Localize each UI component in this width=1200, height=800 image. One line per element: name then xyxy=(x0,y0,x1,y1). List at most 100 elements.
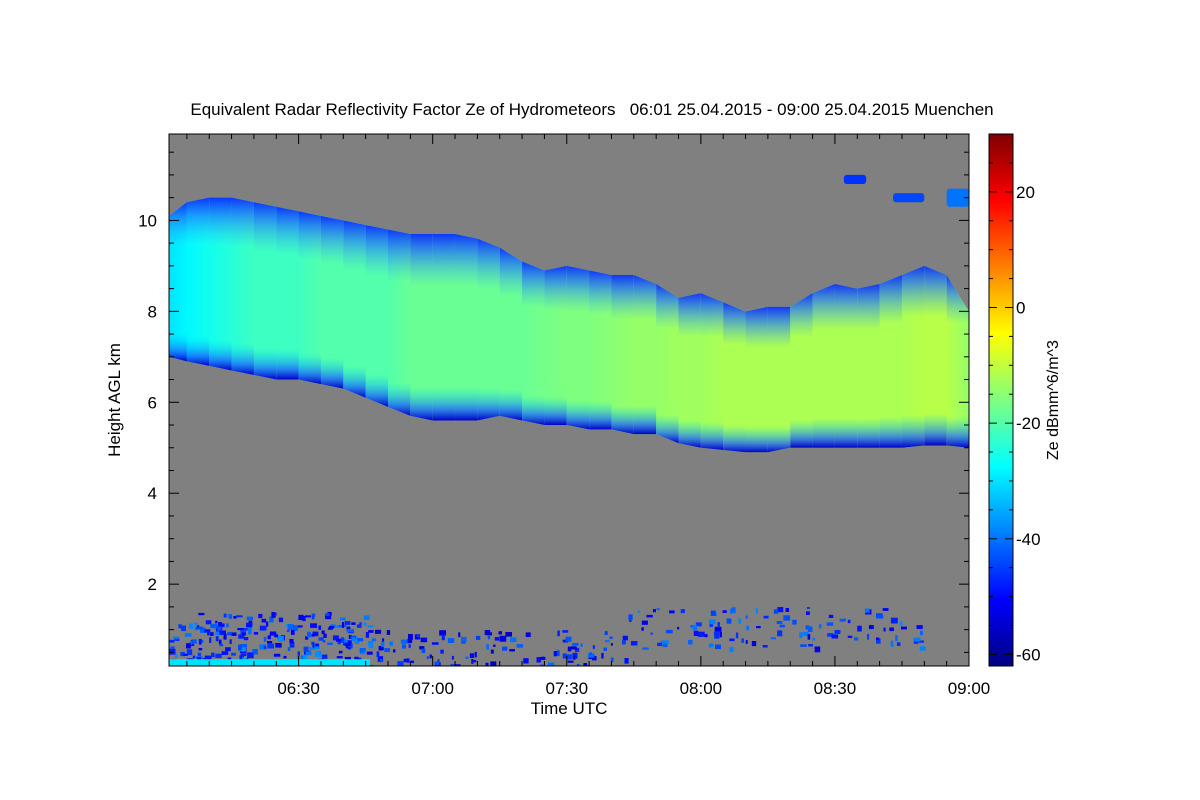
surface-echo-pixel xyxy=(777,630,783,637)
surface-echo-pixel xyxy=(253,649,258,655)
surface-echo-pixel xyxy=(409,638,413,643)
cloud-edge-column xyxy=(633,274,657,435)
surface-echo-pixel xyxy=(882,608,889,611)
x-tick-label: 07:00 xyxy=(411,679,454,698)
surface-echo-pixel xyxy=(719,631,722,638)
surface-echo-pixel xyxy=(553,651,558,657)
surface-echo-pixel xyxy=(847,619,851,624)
surface-echo-pixel xyxy=(312,631,319,637)
surface-echo-pixel xyxy=(523,658,529,664)
surface-echo-pixel xyxy=(229,639,232,644)
surface-echo-pixel xyxy=(828,614,834,618)
surface-echo-pixel xyxy=(799,632,803,638)
cloud-edge-column xyxy=(169,202,187,362)
surface-echo-pixel xyxy=(336,656,343,659)
surface-echo-pixel xyxy=(311,633,315,637)
surface-echo-pixel xyxy=(680,609,685,614)
surface-echo-pixel xyxy=(410,660,414,664)
surface-echo-pixel xyxy=(437,659,440,662)
surface-echo-pixel xyxy=(297,625,303,628)
cloud-edge-column xyxy=(901,265,925,448)
colorbar-axis: 20 0 -20 -40 -60 xyxy=(989,133,1041,664)
cloud-edge-column xyxy=(700,293,724,451)
surface-echo-pixel xyxy=(231,652,236,656)
cloud-edge-column xyxy=(924,265,947,446)
surface-echo-pixel xyxy=(746,625,750,631)
surface-echo-pixel xyxy=(259,625,267,631)
surface-echo-pixel xyxy=(726,618,732,624)
surface-echo-pixel xyxy=(494,637,500,641)
y-tick-label: 2 xyxy=(148,575,157,594)
surface-echo-pixel xyxy=(572,643,579,646)
surface-echo-pixel xyxy=(194,622,198,625)
cloud-edge-column xyxy=(522,261,545,426)
surface-echo-pixel xyxy=(363,622,367,626)
surface-echo-pixel xyxy=(735,632,739,639)
surface-echo-pixel xyxy=(474,651,477,658)
surface-echo-pixel xyxy=(525,632,531,637)
surface-echo-pixel xyxy=(197,652,202,659)
surface-echo-pixel xyxy=(265,621,269,627)
surface-echo-pixel xyxy=(896,642,901,646)
surface-echo-pixel xyxy=(365,665,372,666)
surface-echo-pixel xyxy=(650,632,653,635)
echo-layer xyxy=(169,174,969,670)
surface-echo-pixel xyxy=(738,618,742,624)
surface-echo-pixel xyxy=(745,640,748,644)
cloud-edge-column xyxy=(231,197,254,375)
surface-echo-pixel xyxy=(536,657,541,663)
surface-echo-pixel xyxy=(807,634,811,640)
surface-echo-pixel xyxy=(269,631,277,636)
surface-echo-pixel xyxy=(348,635,352,639)
surface-echo-pixel xyxy=(274,612,277,616)
surface-echo-pixel xyxy=(469,653,474,658)
cloud-edge-column xyxy=(186,197,210,366)
surface-echo-pixel xyxy=(307,631,311,638)
surface-echo-pixel xyxy=(441,634,445,641)
surface-echo-pixel xyxy=(839,618,846,622)
x-tick-label: 08:00 xyxy=(680,679,723,698)
surface-echo-pixel xyxy=(776,621,783,625)
surface-echo-pixel xyxy=(755,607,758,614)
surface-echo-pixel xyxy=(202,666,204,670)
surface-echo-pixel xyxy=(662,641,668,648)
surface-echo-pixel xyxy=(293,625,298,631)
surface-echo-pixel xyxy=(831,634,839,639)
colorbar-tick-label: -20 xyxy=(1016,414,1041,433)
surface-echo-pixel xyxy=(688,639,693,645)
surface-echo-pixel xyxy=(562,630,569,633)
surface-echo-pixel xyxy=(204,655,212,662)
surface-echo-pixel xyxy=(393,649,396,653)
cloud-edge-column xyxy=(656,284,679,444)
surface-echo-pixel xyxy=(652,609,656,613)
surface-echo-pixel xyxy=(341,622,344,628)
cloud-edge-column xyxy=(499,247,523,421)
surface-echo-pixel xyxy=(402,644,406,649)
surface-echo-pixel xyxy=(244,628,248,631)
cloud-edge-column xyxy=(790,293,813,448)
surface-echo-pixel xyxy=(321,630,325,635)
surface-echo-pixel xyxy=(298,614,304,621)
surface-echo-pixel xyxy=(669,610,675,614)
surface-echo-pixel xyxy=(240,644,248,647)
surface-echo-pixel xyxy=(215,636,219,642)
surface-echo-pixel xyxy=(677,626,680,630)
surface-echo-pixel xyxy=(368,642,374,649)
surface-echo-pixel xyxy=(365,632,369,638)
surface-echo-pixel xyxy=(267,641,273,644)
surface-echo-pixel xyxy=(207,630,210,636)
surface-echo-pixel xyxy=(346,628,354,633)
surface-echo-pixel xyxy=(854,637,859,641)
surface-echo-pixel xyxy=(354,641,360,644)
surface-echo-pixel xyxy=(242,632,246,636)
surface-echo-pixel xyxy=(371,638,376,642)
surface-echo-region xyxy=(371,629,629,666)
surface-echo-pixel xyxy=(303,646,309,652)
surface-echo-pixel xyxy=(490,661,497,666)
surface-echo-pixel xyxy=(209,637,212,643)
surface-echo-pixel xyxy=(762,645,768,648)
surface-echo-pixel xyxy=(426,656,429,659)
surface-echo-pixel xyxy=(338,650,343,654)
surface-echo-pixel xyxy=(359,622,362,625)
surface-echo-pixel xyxy=(583,663,587,666)
